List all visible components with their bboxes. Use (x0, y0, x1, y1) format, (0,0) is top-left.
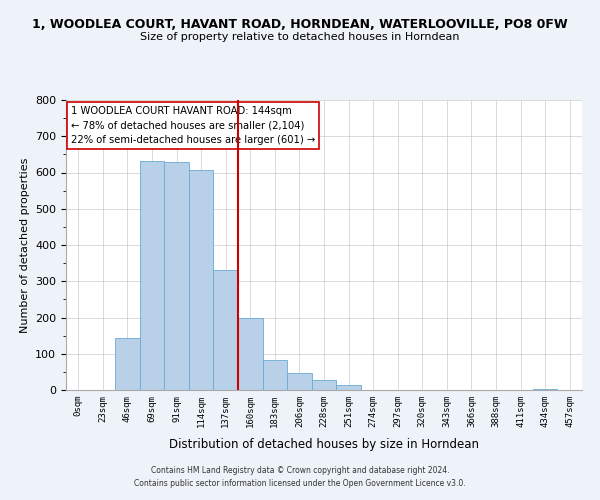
Bar (140, 160, 164, 390)
X-axis label: Distribution of detached houses by size in Horndean: Distribution of detached houses by size … (169, 438, 479, 451)
Y-axis label: Number of detached properties: Number of detached properties (20, 158, 29, 332)
Bar (263, 360, 287, 390)
Bar (312, 380, 336, 390)
Text: Contains HM Land Registry data © Crown copyright and database right 2024.
Contai: Contains HM Land Registry data © Crown c… (134, 466, 466, 487)
Bar (115, 338, 140, 390)
Bar (533, 388, 557, 390)
Bar (214, 270, 238, 390)
Bar (287, 374, 312, 390)
Bar (189, 170, 214, 390)
Bar (164, 162, 189, 390)
Bar (238, 318, 263, 390)
Bar (336, 386, 361, 390)
Text: 1, WOODLEA COURT, HAVANT ROAD, HORNDEAN, WATERLOOVILLE, PO8 0FW: 1, WOODLEA COURT, HAVANT ROAD, HORNDEAN,… (32, 18, 568, 30)
Text: Size of property relative to detached houses in Horndean: Size of property relative to detached ho… (140, 32, 460, 42)
Text: 1 WOODLEA COURT HAVANT ROAD: 144sqm
← 78% of detached houses are smaller (2,104): 1 WOODLEA COURT HAVANT ROAD: 144sqm ← 78… (71, 106, 316, 146)
